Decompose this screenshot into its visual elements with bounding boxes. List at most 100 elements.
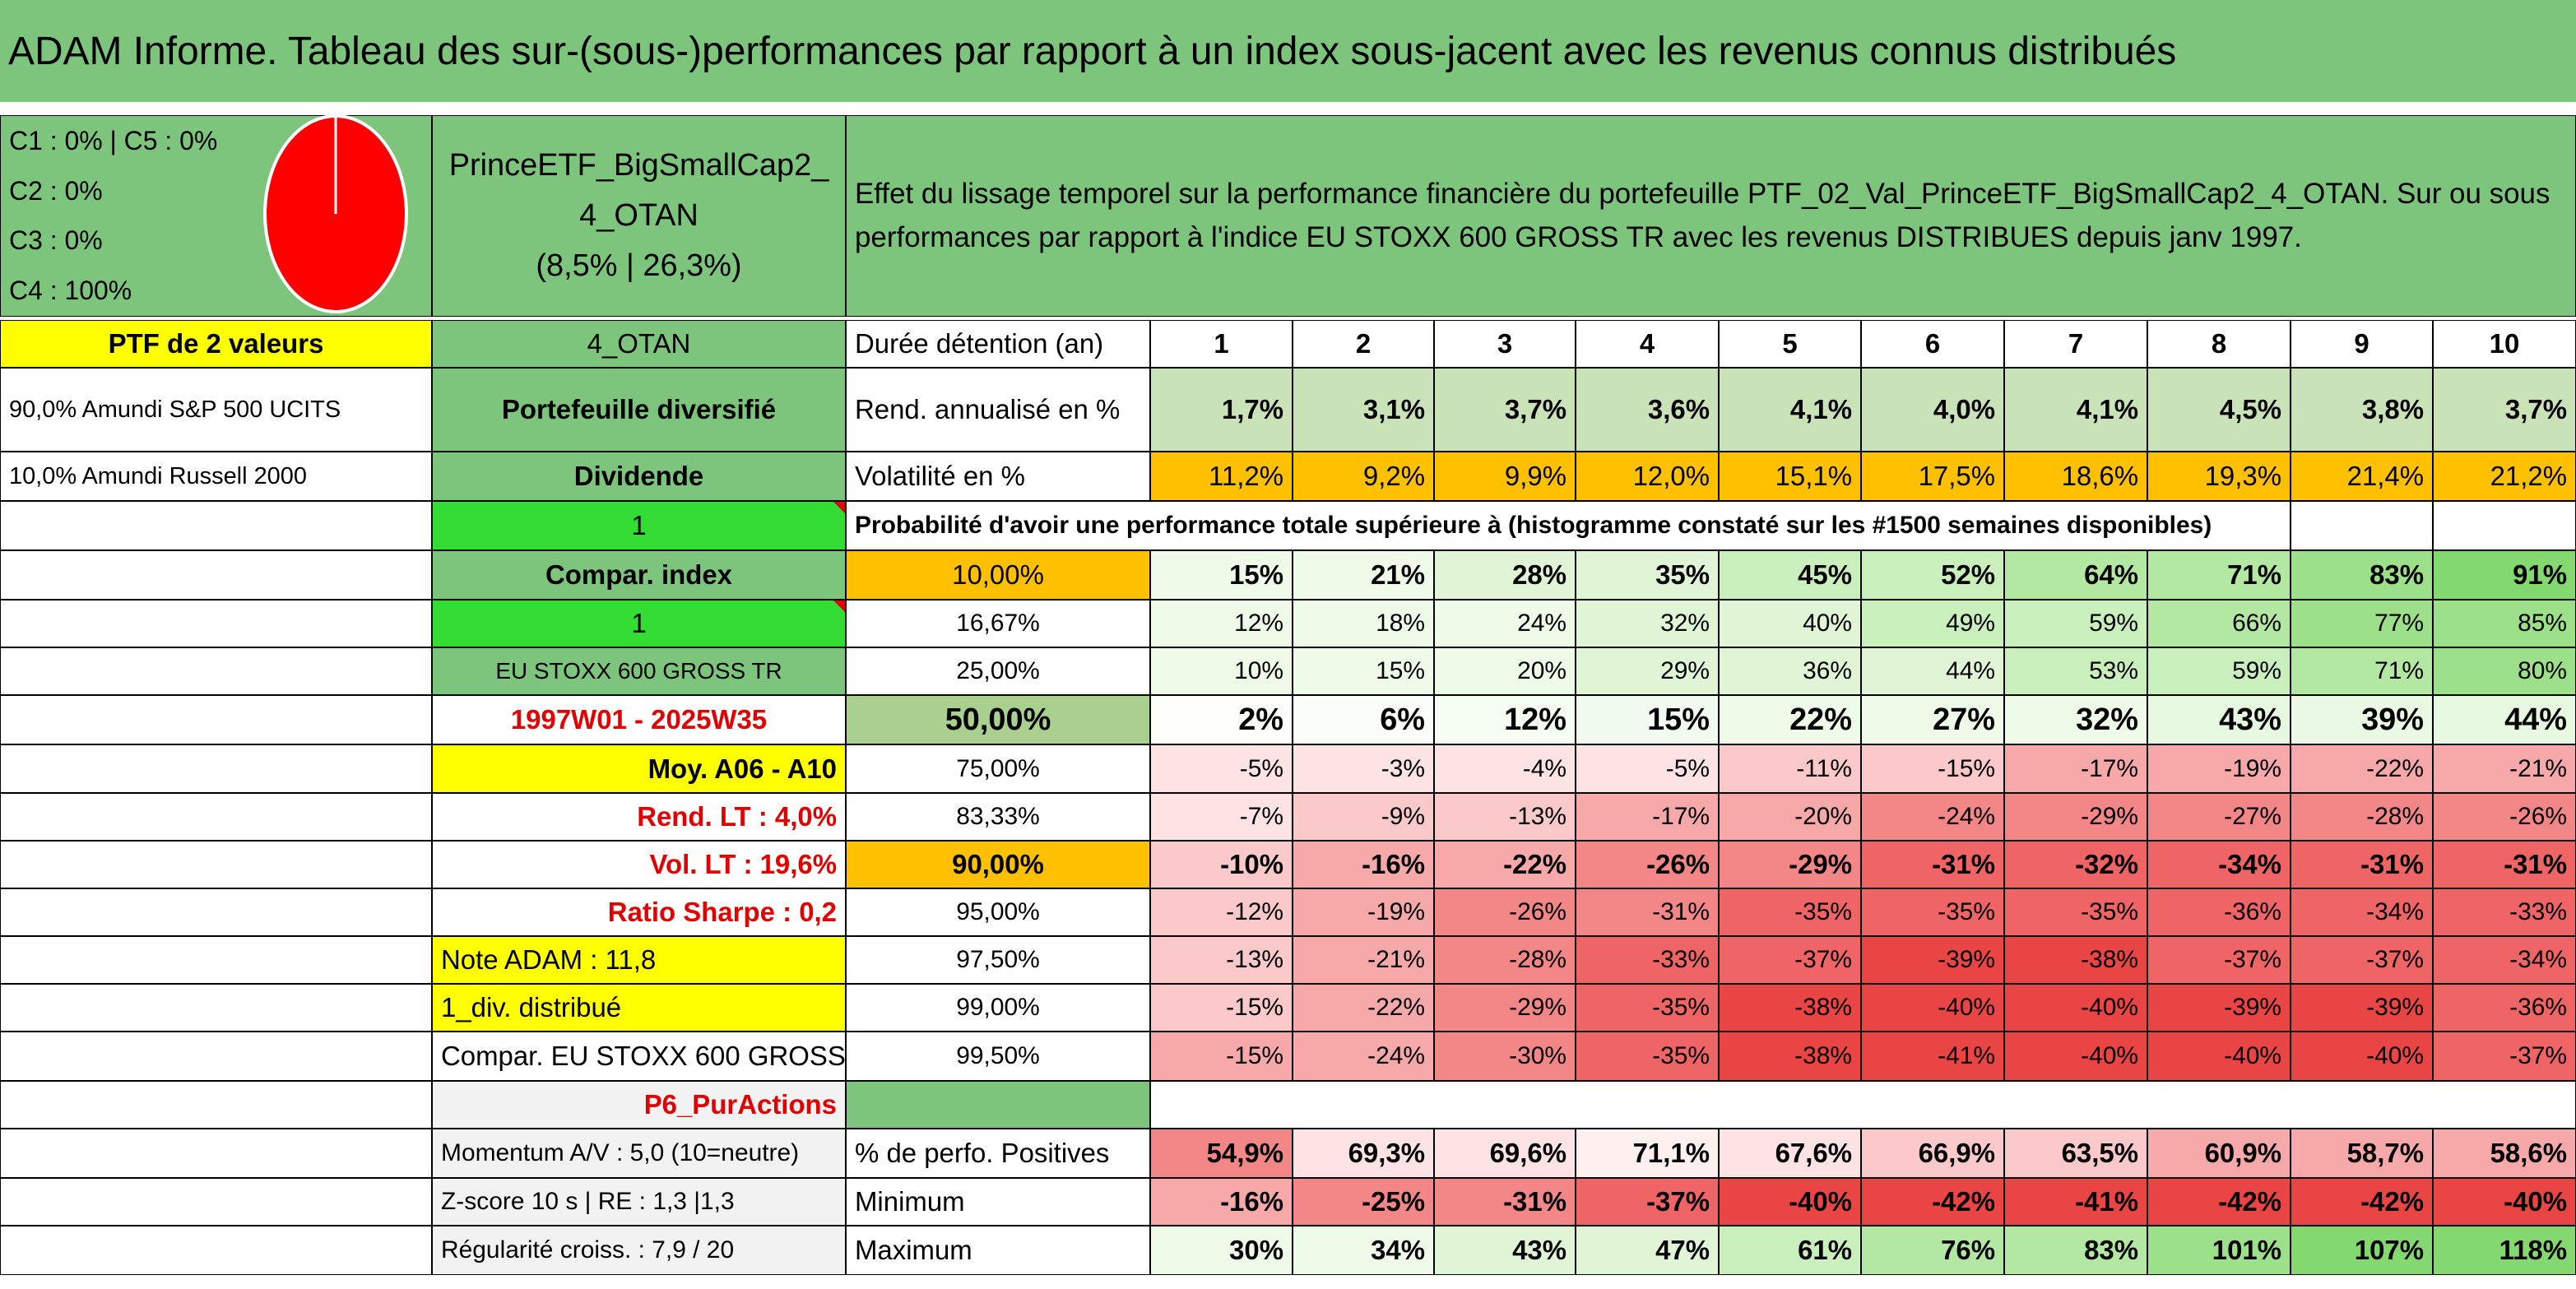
value-cell-text: -17%	[2081, 754, 2138, 782]
value-cell: -7%	[1150, 793, 1293, 841]
value-cell-text: 21,4%	[2346, 461, 2424, 491]
value-cell: 32%	[1576, 600, 1719, 647]
value-cell: -33%	[2433, 888, 2576, 936]
value-cell-text: -22%	[1503, 849, 1566, 879]
row-label	[0, 1178, 432, 1226]
value-cell-text: -33%	[1652, 946, 1710, 973]
value-cell-text: -15%	[1226, 1042, 1283, 1069]
value-cell: 15%	[1293, 647, 1434, 695]
value-cell: 24%	[1434, 600, 1576, 647]
value-cell: 63,5%	[2004, 1129, 2147, 1178]
value-cell-text: -31%	[1932, 849, 1995, 879]
column-header: 5	[1719, 320, 1861, 368]
row-info-text: Compar. index	[545, 559, 732, 590]
row-header-text: 10,00%	[952, 559, 1044, 590]
value-cell-text: -9%	[1381, 803, 1425, 830]
row-info-text: Compar. EU STOXX 600 GROSS TR	[441, 1041, 846, 1071]
column-header: 7	[2004, 320, 2147, 368]
value-cell-text: -16%	[1220, 1186, 1283, 1217]
value-cell-text: 3,6%	[1647, 394, 1710, 424]
value-cell: -39%	[2147, 984, 2291, 1032]
row-info: Dividende	[432, 452, 846, 501]
column-header-text: 2	[1355, 328, 1372, 359]
value-cell-text: -35%	[1938, 898, 1995, 925]
row-header: 99,00%	[846, 984, 1150, 1032]
value-cell: 22%	[1719, 695, 1861, 744]
value-cell-text: 66%	[2232, 610, 2281, 637]
value-cell: -37%	[1576, 1178, 1719, 1226]
value-cell: 11,2%	[1150, 452, 1293, 501]
row-header: % de perfo. Positives	[846, 1129, 1150, 1178]
value-cell-text: 44%	[2504, 702, 2567, 737]
value-cell: -40%	[2004, 984, 2147, 1032]
row-header: 50,00%	[846, 695, 1150, 744]
value-cell-text: 3,8%	[2361, 394, 2424, 424]
value-cell-text: -17%	[1652, 803, 1710, 830]
value-cell: -40%	[1719, 1178, 1861, 1226]
value-cell: -40%	[2147, 1032, 2291, 1081]
table-caption: Probabilité d'avoir une performance tota…	[846, 501, 2291, 550]
value-cell: 49%	[1861, 600, 2004, 647]
row-label	[0, 744, 432, 793]
value-cell: 12,0%	[1576, 452, 1719, 501]
row-header-text: % de perfo. Positives	[855, 1138, 1110, 1168]
value-cell-text: -21%	[2509, 754, 2567, 782]
value-cell-text: 43%	[1512, 1235, 1566, 1265]
value-cell: 45%	[1719, 550, 1861, 600]
row-header-text: 97,50%	[956, 946, 1040, 973]
value-cell: -11%	[1719, 744, 1861, 793]
value-cell-text: 18%	[1376, 610, 1425, 637]
value-cell: 9,9%	[1434, 452, 1576, 501]
value-cell: -36%	[2147, 888, 2291, 936]
allocation: C1 : 0% | C5 : 0% C2 : 0% C3 : 0% C4 : 100%	[0, 115, 432, 317]
row-label	[0, 1081, 432, 1129]
value-cell: -34%	[2291, 888, 2433, 936]
row-info: P6_PurActions	[432, 1081, 846, 1129]
value-cell-text: -15%	[1938, 754, 1995, 782]
value-cell: -41%	[2004, 1178, 2147, 1226]
row-header-text: Maximum	[855, 1235, 972, 1265]
value-cell-text: 35%	[1655, 559, 1710, 590]
value-cell-text: -34%	[2218, 849, 2281, 879]
value-cell: 15%	[1150, 550, 1293, 600]
row-header: 16,67%	[846, 600, 1150, 647]
value-cell: 71%	[2291, 647, 2433, 695]
value-cell-text: -26%	[1509, 898, 1566, 925]
value-cell: -20%	[1719, 793, 1861, 841]
value-cell: 59%	[2147, 647, 2291, 695]
row-header-text: 25,00%	[956, 657, 1040, 684]
value-cell: 12%	[1150, 600, 1293, 647]
value-cell: -39%	[2291, 984, 2433, 1032]
value-cell: -29%	[1434, 984, 1576, 1032]
value-cell: 29%	[1576, 647, 1719, 695]
value-cell: -31%	[2291, 841, 2433, 888]
value-cell: 3,8%	[2291, 368, 2433, 452]
value-cell: 4,5%	[2147, 368, 2291, 452]
column-header: 1	[1150, 320, 1293, 368]
value-cell-text: 10%	[1234, 657, 1283, 684]
row-header: 95,00%	[846, 888, 1150, 936]
row-header-text: Durée détention (an)	[855, 328, 1104, 359]
value-cell-text: -26%	[1646, 849, 1710, 879]
value-cell-text: -29%	[1509, 994, 1566, 1021]
value-cell-text: 67,6%	[1775, 1138, 1852, 1168]
row-header-text: 16,67%	[956, 610, 1040, 637]
value-cell: -26%	[2433, 793, 2576, 841]
value-cell-text: 71%	[2227, 559, 2281, 590]
value-cell: 43%	[2147, 695, 2291, 744]
allocation-line: C2 : 0%	[9, 175, 103, 206]
value-cell: 47%	[1576, 1226, 1719, 1275]
value-cell: 3,6%	[1576, 368, 1719, 452]
value-cell-text: 71,1%	[1632, 1138, 1710, 1168]
cell	[2291, 501, 2433, 550]
row-label: 90,0% Amundi S&P 500 UCITS	[0, 368, 432, 452]
value-cell-text: 83%	[2369, 559, 2424, 590]
value-cell-text: -40%	[1938, 994, 1995, 1021]
value-cell-text: -37%	[1646, 1186, 1710, 1217]
value-cell-text: -24%	[1367, 1042, 1425, 1069]
value-cell-text: 66,9%	[1918, 1138, 1995, 1168]
value-cell-text: 4,5%	[2219, 394, 2281, 424]
row-header-text: Volatilité en %	[855, 461, 1025, 491]
value-cell: -34%	[2433, 936, 2576, 984]
value-cell: 18%	[1293, 600, 1434, 647]
